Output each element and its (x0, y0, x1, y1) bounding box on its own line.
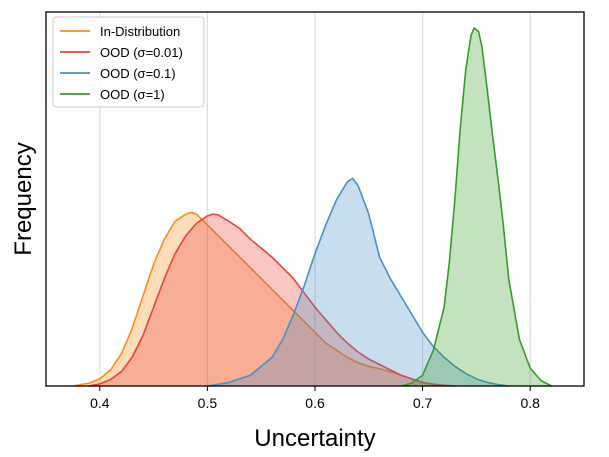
x-axis-ticks: 0.4 0.5 0.6 0.7 0.8 (90, 386, 540, 411)
x-axis-label: Uncertainty (254, 425, 375, 452)
x-tick-label-2: 0.6 (305, 395, 325, 411)
x-tick-label-1: 0.5 (198, 395, 218, 411)
grid-lines (99, 12, 531, 386)
legend-box (52, 16, 205, 108)
x-tick-label-4: 0.8 (520, 395, 540, 411)
series-line-2 (207, 177, 509, 387)
legend-label-0: In-Distribution (100, 24, 180, 39)
legend: In-Distribution OOD (σ=0.01) OOD (σ=0.1) OO… (52, 16, 205, 108)
legend-label-1: OOD (σ=0.01) (100, 45, 183, 60)
series-fill-0 (72, 212, 445, 386)
series-fill-2 (207, 178, 509, 386)
x-tick-label-0: 0.4 (90, 395, 110, 411)
series-line-0 (72, 211, 445, 387)
x-tick-label-3: 0.7 (413, 395, 433, 411)
legend-label-2: OOD (σ=0.1) (100, 66, 176, 81)
series-line-1 (88, 213, 455, 387)
series-fill-3 (401, 28, 552, 386)
series-fill-1 (89, 214, 455, 386)
series-layer (72, 27, 553, 387)
series-line-3 (400, 27, 553, 387)
legend-label-3: OOD (σ=1) (100, 87, 165, 102)
y-axis-label: Frequency (10, 142, 37, 255)
